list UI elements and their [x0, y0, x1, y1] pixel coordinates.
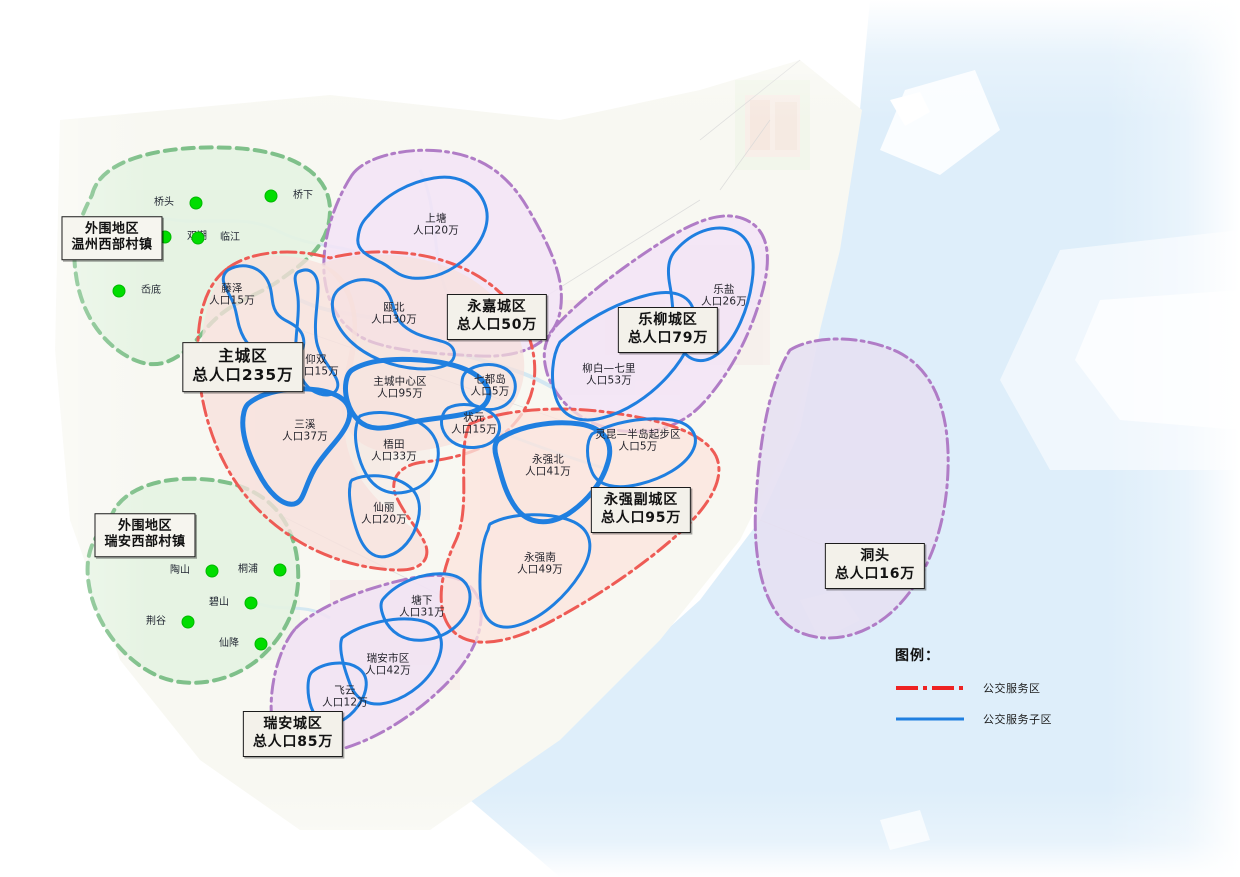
town-dot-icon [189, 196, 203, 210]
region-name: 洞头 [860, 548, 890, 564]
region-box-ruian: 瑞安城区 总人口85万 [242, 711, 344, 757]
zone-yueliu-border [542, 214, 769, 434]
region-box-outer_wz: 外围地区 温州西部村镇 [61, 216, 163, 260]
subzone-tangxia [379, 572, 472, 642]
legend: 图例： 公交服务区 公交服务子区 [895, 645, 1052, 727]
region-population: 总人口50万 [456, 316, 538, 333]
subzone-lingkun [586, 417, 697, 489]
region-population: 总人口16万 [834, 565, 916, 582]
region-name: 外围地区 [117, 518, 173, 534]
town-dot-icon [273, 563, 287, 577]
blue-solid-line-icon [896, 717, 964, 721]
subzone-oubei [330, 278, 456, 371]
region-name: 外围地区 [84, 221, 140, 237]
subzone-yongqiang-south [478, 513, 592, 629]
legend-label-service-zone: 公交服务区 [983, 682, 1041, 695]
region-name: 乐柳城区 [638, 312, 698, 328]
subzone-qidudao [460, 363, 517, 412]
town-dot-icon [205, 564, 219, 578]
subzone-liubai-qili [551, 291, 697, 422]
zone-yongqiang-border [439, 407, 721, 644]
subzone-zhucheng-center [343, 356, 492, 431]
region-box-yueliu: 乐柳城区 总人口79万 [617, 307, 719, 353]
subzone-wutian [354, 411, 440, 495]
region-box-yongjia: 永嘉城区 总人口50万 [446, 294, 548, 340]
region-name: 瑞安城区 [263, 716, 323, 732]
region-population: 温州西部村镇 [71, 237, 153, 253]
zone-dongtou-border [753, 337, 950, 640]
region-population: 瑞安西部村镇 [104, 534, 186, 550]
region-name: 永嘉城区 [467, 299, 527, 315]
red-dash-dot-line-icon [896, 686, 964, 690]
town-dot-icon [264, 189, 278, 203]
legend-label-service-subzone: 公交服务子区 [983, 713, 1052, 726]
region-name: 永强副城区 [603, 492, 678, 508]
region-box-main: 主城区 总人口235万 [182, 342, 304, 392]
subzone-leyan [666, 226, 755, 362]
region-box-yongqiang: 永强副城区 总人口95万 [590, 487, 692, 533]
region-name: 主城区 [218, 347, 268, 366]
region-population: 总人口235万 [192, 366, 294, 385]
subzone-ruian-urban [339, 617, 443, 706]
subzone-xianli [348, 474, 421, 559]
region-population: 总人口95万 [600, 509, 682, 526]
subzone-yongqiang-north [492, 420, 613, 525]
region-population: 总人口85万 [252, 733, 334, 750]
town-dot-icon [254, 637, 268, 651]
town-dot-icon [191, 231, 205, 245]
town-dot-icon [244, 596, 258, 610]
region-population: 总人口79万 [627, 329, 709, 346]
legend-item-service-zone: 公交服务区 [895, 680, 1052, 696]
region-box-outer_ra: 外围地区 瑞安西部村镇 [94, 513, 196, 557]
town-dot-icon [181, 615, 195, 629]
region-box-dongtou: 洞头 总人口16万 [824, 543, 926, 589]
legend-item-service-subzone: 公交服务子区 [895, 711, 1052, 727]
subzone-zhuangyuan [440, 403, 501, 449]
fade-bottom [0, 700, 1240, 877]
legend-title: 图例： [895, 648, 940, 664]
town-dot-icon [112, 284, 126, 298]
